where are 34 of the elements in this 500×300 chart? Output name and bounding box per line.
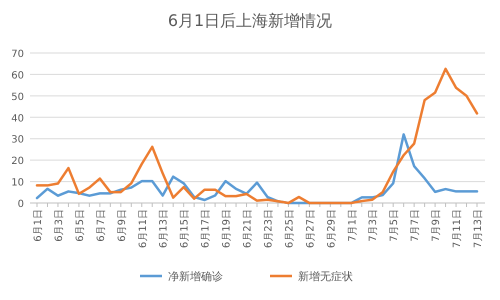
y-tick-label: 50 — [11, 92, 24, 103]
x-tick-label: 6月21日 — [242, 209, 254, 248]
y-tick-label: 0 — [18, 199, 24, 210]
x-tick-label: 6月1日 — [33, 209, 44, 242]
x-tick-label: 6月19日 — [222, 209, 233, 248]
x-tick-label: 7月1日 — [347, 209, 358, 242]
legend-label: 净新增确诊 — [168, 270, 223, 283]
x-tick-label: 6月17日 — [200, 209, 212, 248]
x-tick-label: 7月7日 — [410, 209, 422, 242]
x-tick-label: 6月27日 — [305, 209, 316, 248]
x-tick-label: 6月25日 — [284, 209, 296, 248]
y-tick-label: 10 — [11, 178, 24, 189]
y-tick-label: 60 — [11, 70, 24, 82]
line-series — [36, 68, 478, 204]
legend-label: 新增无症状 — [298, 270, 353, 283]
y-tick-label: 30 — [11, 134, 24, 146]
x-tick-label: 6月13日 — [158, 209, 170, 248]
x-tick-label: 7月5日 — [389, 209, 400, 242]
x-tick-label: 6月5日 — [74, 209, 86, 242]
x-tick-label: 6月23日 — [263, 209, 274, 248]
x-tick-label: 6月29日 — [326, 209, 338, 248]
x-tick-label: 7月13日 — [473, 209, 484, 248]
x-tick-label: 7月3日 — [368, 209, 380, 242]
y-tick-label: 70 — [11, 49, 24, 60]
y-tick-label: 20 — [11, 156, 24, 168]
x-tick-label: 7月11日 — [452, 209, 464, 248]
x-tick-label: 6月11日 — [138, 209, 149, 248]
y-tick-label: 40 — [11, 113, 24, 124]
chart-title: 6月1日后上海新增情况 — [168, 11, 332, 30]
x-tick-label: 6月7日 — [96, 209, 107, 242]
x-tick-label: 6月3日 — [54, 209, 65, 242]
x-tick-label: 6月9日 — [116, 209, 128, 242]
x-tick-label: 6月15日 — [180, 209, 191, 248]
x-tick-label: 7月9日 — [431, 209, 442, 242]
